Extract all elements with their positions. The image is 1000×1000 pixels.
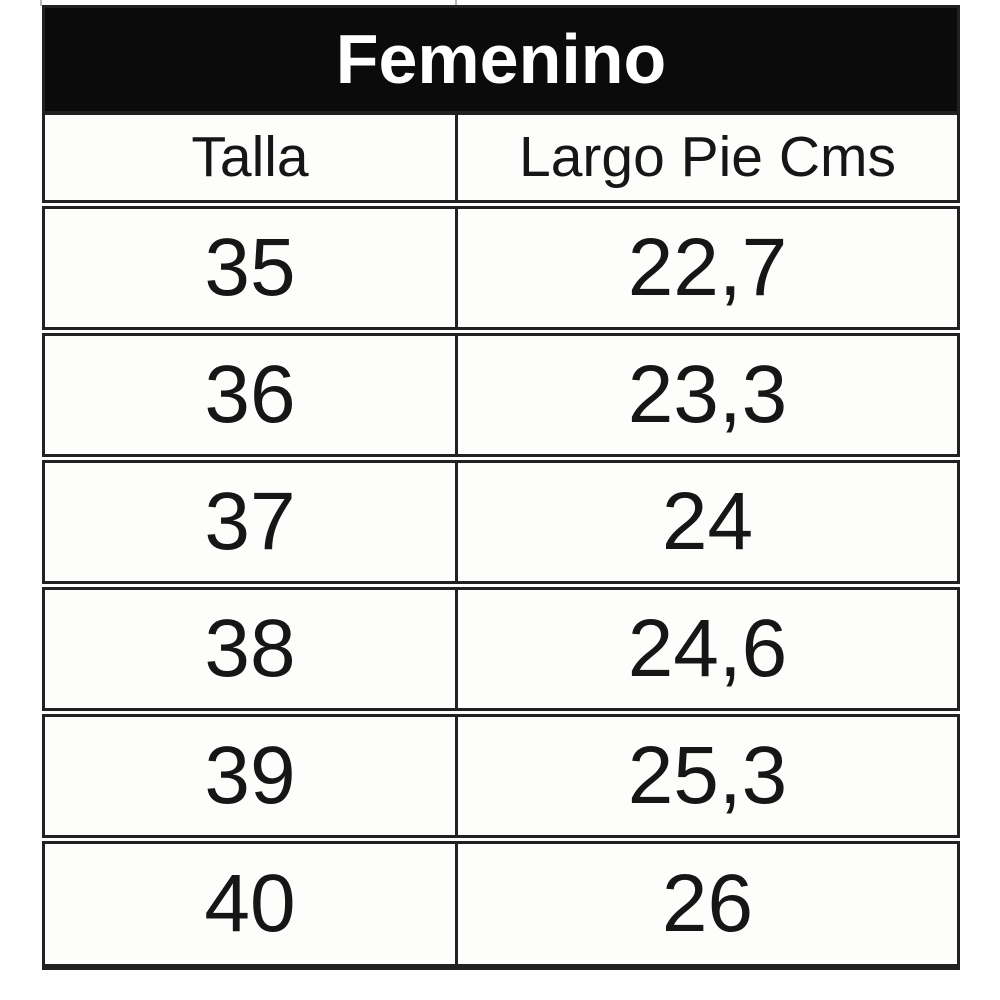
table-title-row: Femenino bbox=[42, 5, 960, 115]
talla-cell: 35 bbox=[42, 200, 458, 333]
talla-cell: 36 bbox=[42, 327, 458, 460]
talla-cell: 39 bbox=[42, 708, 458, 841]
largo-cell: 25,3 bbox=[455, 708, 960, 841]
table-head: Femenino Talla Largo Pie Cms bbox=[42, 5, 960, 206]
largo-cell: 26 bbox=[455, 835, 960, 968]
largo-cell: 23,3 bbox=[455, 327, 960, 460]
largo-cell: 24 bbox=[455, 454, 960, 587]
scan-artifact-line bbox=[40, 0, 42, 6]
table-row: 38 24,6 bbox=[42, 581, 960, 714]
table-row: 35 22,7 bbox=[42, 200, 960, 333]
talla-cell: 38 bbox=[42, 581, 458, 714]
table-row: 37 24 bbox=[42, 454, 960, 587]
talla-cell: 37 bbox=[42, 454, 458, 587]
table-row: 36 23,3 bbox=[42, 327, 960, 460]
talla-cell: 40 bbox=[42, 835, 458, 968]
column-header-largo: Largo Pie Cms bbox=[455, 111, 960, 206]
table-title: Femenino bbox=[42, 5, 960, 115]
table-header-row: Talla Largo Pie Cms bbox=[42, 111, 960, 206]
largo-cell: 24,6 bbox=[455, 581, 960, 714]
largo-cell: 22,7 bbox=[455, 200, 960, 333]
table-body: 35 22,7 36 23,3 37 24 38 24,6 39 25,3 40… bbox=[42, 200, 960, 968]
table-row: 40 26 bbox=[42, 835, 960, 968]
scan-artifact-line bbox=[455, 0, 457, 6]
table-row: 39 25,3 bbox=[42, 708, 960, 841]
column-header-talla: Talla bbox=[42, 111, 458, 206]
size-table: Femenino Talla Largo Pie Cms 35 22,7 36 … bbox=[42, 5, 960, 970]
